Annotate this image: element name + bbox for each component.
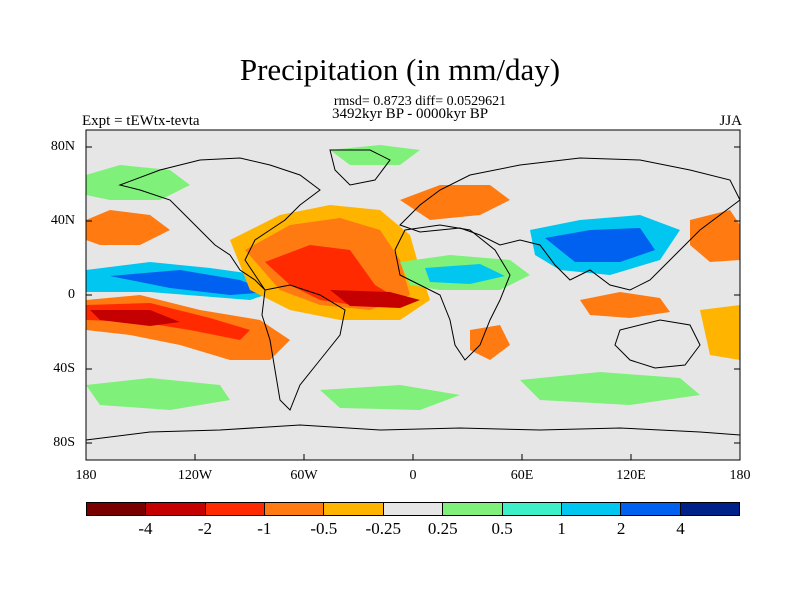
lon-label-120e: 120E xyxy=(616,468,646,483)
coastline-eurasia xyxy=(399,157,741,291)
colorbar-box-7 xyxy=(502,503,562,515)
colorbar-box-4 xyxy=(324,503,384,515)
lon-label-180-east: 180 xyxy=(729,468,751,483)
colorbar xyxy=(86,502,740,516)
colorbar-label-7: 1 xyxy=(557,519,566,538)
anomaly-sahel-wet-core xyxy=(425,264,505,284)
anomaly-atlantic-dry-max xyxy=(265,245,400,306)
anomaly-southern-ocean-wet-1 xyxy=(86,378,230,410)
colorbar-box-2 xyxy=(205,503,266,515)
colorbar-box-5 xyxy=(383,503,444,515)
lon-label-180-west: 180 xyxy=(75,468,97,483)
lat-label-40n: 40N xyxy=(50,213,75,228)
colorbar-label-3: -0.5 xyxy=(310,519,338,538)
colorbar-box-6 xyxy=(443,503,503,515)
anomaly-fields xyxy=(86,145,740,410)
axis-ticks xyxy=(85,146,741,460)
colorbar-label-4: -0.25 xyxy=(365,519,401,538)
colorbar-label-2: -1 xyxy=(257,519,272,538)
coastlines xyxy=(85,149,741,441)
lat-label-80n: 80N xyxy=(50,139,75,154)
colorbar-label-0: -4 xyxy=(138,519,153,538)
anomaly-south-africa-dry xyxy=(470,325,510,360)
lon-label-120w: 120W xyxy=(177,468,213,483)
anomaly-southern-ocean-wet-2 xyxy=(320,385,460,410)
chart-title: Precipitation (in mm/day) xyxy=(239,52,561,87)
lon-label-60w: 60W xyxy=(290,468,318,483)
coastline-africa xyxy=(394,224,511,361)
colorbar-box-3 xyxy=(265,503,325,515)
colorbar-box-9 xyxy=(621,503,681,515)
anomaly-sw-pacific-dry xyxy=(700,305,740,360)
anomaly-europe-dry xyxy=(400,185,510,220)
anomaly-npacific-dry xyxy=(86,210,170,245)
coastline-south-america xyxy=(261,284,346,411)
anomaly-pacific-wet-core xyxy=(110,270,270,295)
colorbar-label-5: 0.25 xyxy=(427,519,458,538)
anomaly-pacific-itcz-dry-max xyxy=(90,310,180,326)
period-subtitle: 3492kyr BP - 0000kyr BP xyxy=(331,106,489,122)
coastline-north-america xyxy=(118,157,321,291)
anomaly-ne-pacific-dry xyxy=(690,210,740,262)
colorbar-label-8: 2 xyxy=(616,519,626,538)
experiment-label: Expt = tEWtx-tevta xyxy=(82,113,200,129)
colorbar-label-6: 0.5 xyxy=(491,519,513,538)
lat-label-40s: 40S xyxy=(53,361,75,376)
colorbar-label-9: 4 xyxy=(676,519,685,538)
lat-label-0: 0 xyxy=(68,287,75,302)
colorbar-label-1: -2 xyxy=(197,519,212,538)
anomaly-npacific-wet xyxy=(86,165,190,200)
coastline-australia xyxy=(614,319,701,369)
coastline-greenland xyxy=(329,149,391,186)
anomaly-asia-wet-core xyxy=(545,228,655,262)
anomaly-atlantic-dry-peak xyxy=(330,290,420,308)
lon-label-0: 0 xyxy=(409,468,417,483)
anomaly-southern-ocean-wet-3 xyxy=(520,372,700,405)
season-label: JJA xyxy=(719,113,742,129)
lat-label-80s: 80S xyxy=(53,435,75,450)
lon-label-60e: 60E xyxy=(510,468,534,483)
coastline-antarctica xyxy=(85,424,741,441)
colorbar-box-8 xyxy=(561,503,622,515)
colorbar-box-0 xyxy=(87,503,147,515)
colorbar-box-10 xyxy=(680,503,739,515)
anomaly-indian-ocean-dry xyxy=(580,292,670,318)
colorbar-box-1 xyxy=(146,503,206,515)
stats-subtitle: rmsd= 0.8723 diff= 0.0529621 xyxy=(333,94,507,109)
